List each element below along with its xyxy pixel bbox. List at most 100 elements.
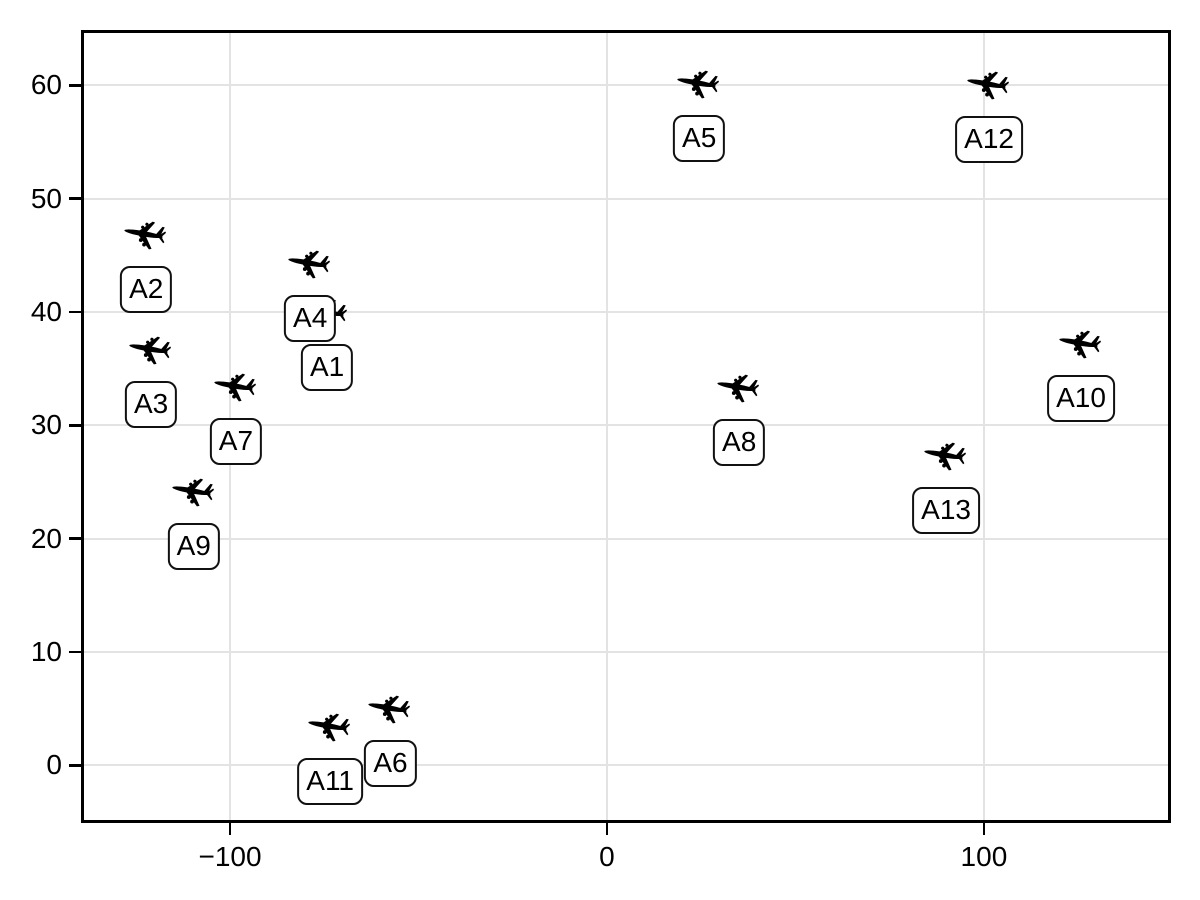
airplane-icon <box>189 499 194 504</box>
airplane-icon <box>1059 338 1098 347</box>
airplane-icon <box>206 494 213 501</box>
airplane-icon <box>138 234 152 250</box>
airplane-icon <box>248 383 256 389</box>
airplane-icon <box>206 488 214 494</box>
airplane-icon <box>323 729 327 734</box>
airplane-icon <box>143 337 161 349</box>
airplane-icon <box>981 88 986 93</box>
airplane-icon <box>163 352 170 359</box>
airplane-marker-A10 <box>1059 330 1102 359</box>
airplane-icon <box>248 388 255 395</box>
airplane-icon <box>382 695 400 707</box>
airplane-icon <box>302 250 320 263</box>
point-label-A8: A8 <box>713 418 766 466</box>
airplane-icon <box>1093 340 1102 346</box>
airplane-icon <box>691 70 709 83</box>
y-axis-tick <box>69 310 82 314</box>
airplane-icon <box>692 87 696 91</box>
airplane-icon <box>129 344 168 354</box>
airplane-icon <box>730 387 745 403</box>
airplane-icon <box>958 458 965 465</box>
airplane-icon <box>323 260 331 266</box>
airplane-icon <box>732 390 736 395</box>
airplane-icon <box>305 254 309 259</box>
airplane-icon <box>172 486 211 496</box>
airplane-icon <box>246 378 255 388</box>
x-axis-tick-label: 0 <box>599 841 615 872</box>
x-axis-tick <box>605 822 609 835</box>
airplane-icon <box>342 729 349 736</box>
airplane-icon <box>695 91 700 96</box>
x-axis-tick-label: 100 <box>960 841 1008 872</box>
airplane-icon <box>340 718 349 728</box>
y-axis-tick-label: 60 <box>30 69 62 101</box>
airplane-icon <box>164 346 172 353</box>
airplane-icon <box>711 86 718 93</box>
airplane-icon <box>325 717 329 721</box>
airplane-icon <box>143 353 148 358</box>
airplane-icon <box>709 75 718 85</box>
airplane-icon <box>322 713 340 725</box>
y-axis-tick <box>69 650 82 654</box>
horizontal-gridline <box>84 197 1168 200</box>
airplane-icon <box>142 242 147 247</box>
airplane-icon <box>138 221 156 233</box>
y-axis-tick-label: 10 <box>30 636 62 668</box>
airplane-icon <box>749 379 758 389</box>
airplane-icon <box>309 251 313 256</box>
airplane-icon <box>967 79 1006 89</box>
y-axis-tick <box>69 537 82 540</box>
point-label-A4: A4 <box>284 295 337 343</box>
airplane-icon <box>150 338 154 342</box>
airplane-icon <box>339 315 346 322</box>
y-axis-tick-label: 50 <box>30 182 62 214</box>
airplane-icon <box>368 703 408 712</box>
airplane-icon <box>320 256 329 265</box>
horizontal-gridline <box>84 311 1168 313</box>
horizontal-gridline <box>84 764 1168 767</box>
airplane-marker-A4 <box>288 250 331 279</box>
airplane-icon <box>329 714 333 718</box>
airplane-icon <box>386 716 391 721</box>
airplane-icon <box>303 267 307 272</box>
vertical-gridline <box>605 33 608 820</box>
airplane-icon <box>321 726 336 742</box>
airplane-icon <box>322 266 329 273</box>
airplane-icon <box>691 83 705 99</box>
airplane-icon <box>139 237 143 242</box>
airplane-icon <box>1076 334 1080 338</box>
airplane-icon <box>185 491 200 507</box>
airplane-marker-A2 <box>124 221 167 250</box>
airplane-icon <box>985 92 990 97</box>
airplane-icon <box>302 263 316 279</box>
airplane-icon <box>712 80 720 86</box>
airplane-icon <box>228 373 246 385</box>
point-label-A12: A12 <box>955 116 1023 164</box>
airplane-icon <box>1091 335 1100 345</box>
airplane-marker-A9 <box>172 478 214 507</box>
point-label-A7: A7 <box>209 417 263 465</box>
airplane-icon <box>956 447 965 457</box>
airplane-icon <box>1093 345 1100 352</box>
airplane-icon <box>186 478 203 491</box>
point-label-A10: A10 <box>1047 374 1115 422</box>
airplane-icon <box>980 84 995 100</box>
airplane-marker-A6 <box>368 695 411 724</box>
airplane-icon <box>988 72 992 77</box>
point-label-A6: A6 <box>364 739 417 787</box>
airplane-icon <box>941 446 945 450</box>
airplane-icon <box>400 700 410 710</box>
y-axis-tick-label: 0 <box>46 749 62 781</box>
airplane-marker-A3 <box>129 337 172 365</box>
airplane-icon <box>188 482 192 486</box>
airplane-icon <box>945 443 949 447</box>
horizontal-gridline <box>84 84 1168 87</box>
airplane-icon <box>694 74 698 78</box>
point-label-A3: A3 <box>124 381 178 429</box>
horizontal-gridline <box>84 651 1168 654</box>
airplane-marker-A8 <box>717 374 760 403</box>
airplane-icon <box>999 77 1008 86</box>
airplane-icon <box>738 375 742 379</box>
point-label-A5: A5 <box>673 115 726 162</box>
point-label-A13: A13 <box>912 486 980 534</box>
